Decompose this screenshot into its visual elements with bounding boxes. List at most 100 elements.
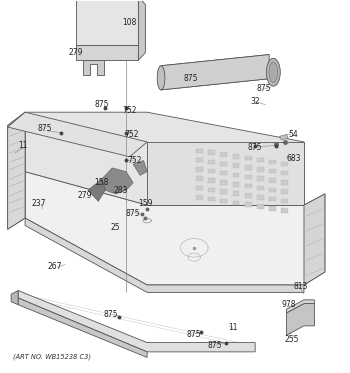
Text: 11: 11: [228, 323, 237, 332]
Polygon shape: [8, 112, 25, 229]
Text: 875: 875: [187, 329, 201, 339]
Text: 875: 875: [248, 143, 262, 152]
Bar: [208, 197, 215, 201]
Bar: [208, 178, 215, 183]
Text: 875: 875: [208, 341, 222, 350]
Bar: [269, 188, 276, 192]
Polygon shape: [83, 60, 104, 75]
Bar: [245, 184, 252, 188]
Text: 875: 875: [257, 84, 271, 93]
Bar: [232, 163, 239, 168]
Bar: [196, 158, 203, 162]
Bar: [220, 152, 227, 157]
Text: 32: 32: [250, 97, 260, 106]
Bar: [220, 171, 227, 175]
Bar: [269, 206, 276, 211]
Polygon shape: [287, 304, 314, 335]
Text: 813: 813: [293, 282, 308, 291]
Bar: [257, 176, 264, 181]
Bar: [196, 195, 203, 200]
Text: 25: 25: [111, 223, 120, 232]
Polygon shape: [18, 298, 147, 357]
Text: 279: 279: [68, 48, 83, 57]
Polygon shape: [11, 291, 18, 305]
Bar: [220, 199, 227, 203]
Bar: [196, 186, 203, 190]
Bar: [245, 175, 252, 179]
Text: 875: 875: [183, 74, 198, 83]
Text: 267: 267: [48, 262, 62, 271]
Bar: [208, 150, 215, 155]
Bar: [196, 176, 203, 181]
Bar: [269, 178, 276, 183]
Bar: [281, 189, 288, 194]
Bar: [281, 180, 288, 185]
Polygon shape: [76, 45, 138, 60]
Text: 978: 978: [281, 300, 295, 309]
Bar: [269, 169, 276, 173]
Polygon shape: [18, 291, 255, 352]
Bar: [232, 201, 239, 205]
Bar: [208, 160, 215, 164]
Bar: [220, 189, 227, 194]
Polygon shape: [25, 172, 325, 285]
Polygon shape: [280, 135, 288, 140]
Text: 875: 875: [126, 209, 140, 218]
Polygon shape: [304, 194, 325, 285]
Bar: [245, 156, 252, 160]
Polygon shape: [8, 112, 25, 229]
Bar: [257, 204, 264, 209]
Polygon shape: [102, 168, 133, 194]
Polygon shape: [25, 112, 304, 205]
Polygon shape: [25, 218, 304, 292]
Text: (ART NO. WB15238 C3): (ART NO. WB15238 C3): [13, 354, 91, 360]
Bar: [232, 182, 239, 186]
Text: 283: 283: [114, 186, 128, 195]
Bar: [257, 167, 264, 172]
Polygon shape: [161, 54, 269, 90]
Ellipse shape: [157, 66, 165, 90]
Polygon shape: [8, 112, 147, 157]
Bar: [232, 173, 239, 177]
Text: 237: 237: [32, 199, 46, 208]
Bar: [220, 180, 227, 185]
Bar: [196, 167, 203, 172]
Bar: [232, 154, 239, 159]
Bar: [245, 203, 252, 207]
Text: 159: 159: [138, 199, 153, 208]
Bar: [245, 165, 252, 170]
Text: 683: 683: [286, 154, 301, 163]
Bar: [208, 169, 215, 173]
Bar: [269, 160, 276, 164]
Bar: [281, 199, 288, 203]
Bar: [257, 158, 264, 162]
Bar: [257, 186, 264, 190]
Bar: [245, 193, 252, 198]
Polygon shape: [138, 0, 145, 60]
Bar: [196, 148, 203, 153]
Text: 875: 875: [94, 100, 109, 109]
Text: 279: 279: [77, 191, 92, 200]
Polygon shape: [76, 0, 138, 45]
Ellipse shape: [266, 58, 280, 86]
Text: 108: 108: [122, 19, 137, 28]
Bar: [281, 171, 288, 175]
Bar: [208, 188, 215, 192]
Bar: [269, 197, 276, 201]
Bar: [220, 162, 227, 166]
Text: 875: 875: [37, 125, 51, 134]
Bar: [281, 208, 288, 213]
Text: 11: 11: [19, 141, 28, 150]
Text: 158: 158: [94, 178, 109, 187]
Polygon shape: [147, 142, 304, 205]
Text: 255: 255: [285, 335, 299, 344]
Bar: [257, 195, 264, 200]
Text: 752: 752: [128, 156, 142, 165]
Polygon shape: [88, 179, 105, 201]
Text: 875: 875: [103, 310, 118, 319]
Bar: [232, 191, 239, 196]
Text: 54: 54: [289, 130, 299, 139]
Polygon shape: [133, 160, 147, 175]
Bar: [281, 162, 288, 166]
Polygon shape: [287, 300, 314, 313]
